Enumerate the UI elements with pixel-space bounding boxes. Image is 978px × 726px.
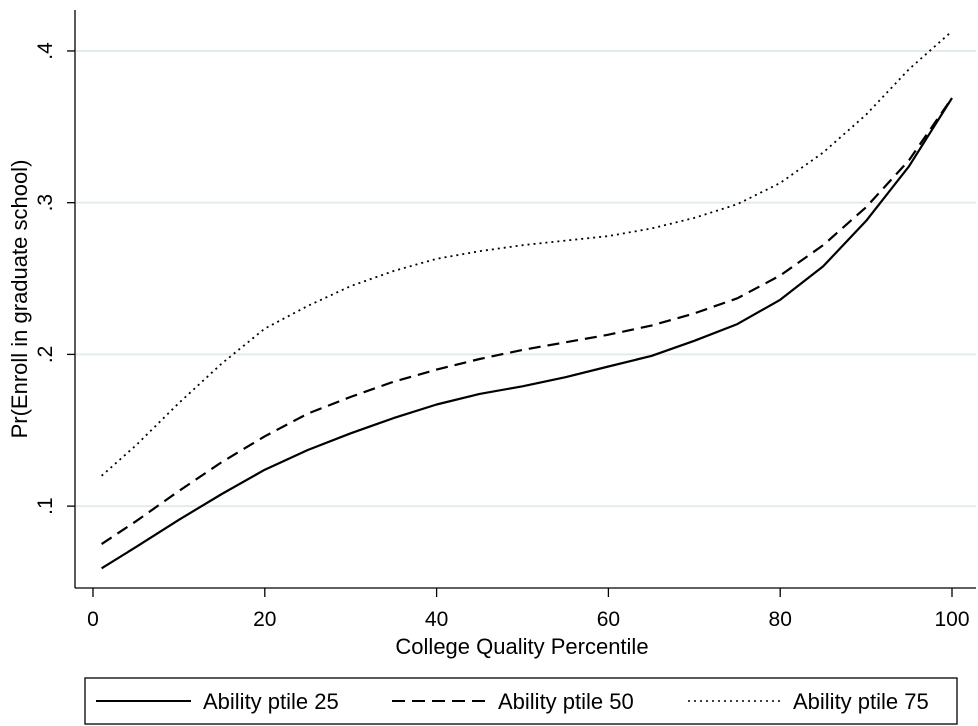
x-tick-label: 0 [87,608,99,631]
x-axis-title: College Quality Percentile [395,634,648,659]
x-tick-label: 60 [597,608,620,631]
axes [74,10,976,589]
legend: Ability ptile 25 Ability ptile 50 Abilit… [84,677,958,725]
y-tick-label: .2 [34,346,57,364]
x-tick-label: 80 [769,608,792,631]
x-tick-label: 40 [425,608,448,631]
x-tick-label: 20 [253,608,276,631]
legend-box [84,677,958,725]
x-tick-label: 100 [934,608,969,631]
legend-label-ability-75: Ability ptile 75 [793,689,929,714]
y-tick-label: .3 [34,194,57,212]
y-tick-label: .4 [34,42,57,60]
y-axis-ticks: .1 .2 .3 .4 [34,42,75,515]
y-axis-title: Pr(Enroll in graduate school) [7,160,32,439]
legend-label-ability-50: Ability ptile 50 [498,689,634,714]
series-line-3 [101,30,953,477]
y-tick-label: .1 [34,497,57,515]
x-axis-ticks: 0 20 40 60 80 100 [87,588,970,631]
series-line-2 [100,97,953,546]
series-line-1 [101,97,953,570]
legend-label-ability-25: Ability ptile 25 [203,689,339,714]
series-lines [100,30,953,570]
gridlines [76,49,976,508]
